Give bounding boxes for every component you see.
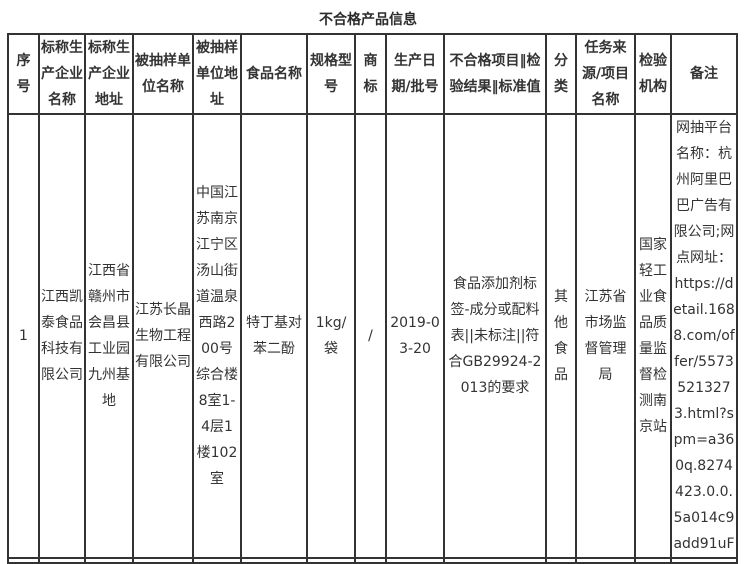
table-cell-empty — [443, 557, 547, 564]
header-sampled-unit-address: 被抽样单位地址 — [192, 33, 242, 115]
header-food-name: 食品名称 — [240, 33, 308, 115]
table-cell-empty — [240, 557, 308, 564]
cell-spec-model: 1kg/袋 — [306, 113, 356, 559]
cell-inspection-agency: 国家轻工业食品质量监督检测南京站 — [634, 113, 672, 559]
header-seq: 序号 — [7, 33, 40, 115]
table-cell-empty — [306, 557, 356, 564]
table-cell-empty — [7, 557, 40, 564]
header-sampled-unit-name: 被抽样单位名称 — [132, 33, 194, 115]
table-cell-empty — [575, 557, 636, 564]
cell-remarks: 网抽平台名称：杭州阿里巴巴广告有限公司;网点网址：https://detail.… — [670, 113, 738, 559]
header-task-source: 任务来源/项目名称 — [575, 33, 636, 115]
header-failed-item-result-standard: 不合格项目‖检验结果‖标准值 — [443, 33, 547, 115]
header-trademark: 商标 — [354, 33, 387, 115]
header-production-date: 生产日期/批号 — [385, 33, 445, 115]
cell-seq: 1 — [7, 113, 40, 559]
cell-sampled-unit-name: 江苏长晶生物工程有限公司 — [132, 113, 194, 559]
page-title: 不合格产品信息 — [319, 12, 417, 28]
header-category: 分类 — [545, 33, 577, 115]
table-row-partial — [7, 557, 738, 564]
table-cell-empty — [545, 557, 577, 564]
table-cell-empty — [634, 557, 672, 564]
cell-trademark: / — [354, 113, 387, 559]
table-cell-empty — [385, 557, 445, 564]
cell-production-date: 2019-03-20 — [385, 113, 445, 559]
table-cell-empty — [192, 557, 242, 564]
nonconforming-products-table: 序号 标称生产企业名称 标称生产企业地址 被抽样单位名称 被抽样单位地址 食品名… — [7, 33, 738, 564]
table-cell-empty — [670, 557, 738, 564]
table-cell-empty — [38, 557, 86, 564]
header-producer-address: 标称生产企业地址 — [84, 33, 134, 115]
header-producer-name: 标称生产企业名称 — [38, 33, 86, 115]
cell-producer-address: 江西省赣州市会昌县工业园九州基地 — [84, 113, 134, 559]
cell-category: 其他食品 — [545, 113, 577, 559]
cell-food-name: 特丁基对苯二酚 — [240, 113, 308, 559]
cell-task-source: 江苏省市场监督管理局 — [575, 113, 636, 559]
table-row: 1 江西凯泰食品科技有限公司 江西省赣州市会昌县工业园九州基地 江苏长晶生物工程… — [7, 113, 738, 559]
cell-failed-item-result-standard: 食品添加剂标签-成分或配料表||未标注||符合GB29924-2013的要求 — [443, 113, 547, 559]
table-header-row: 序号 标称生产企业名称 标称生产企业地址 被抽样单位名称 被抽样单位地址 食品名… — [7, 33, 738, 115]
table-cell-empty — [84, 557, 134, 564]
header-remarks: 备注 — [670, 33, 738, 115]
table-cell-empty — [132, 557, 194, 564]
cell-sampled-unit-address: 中国江苏南京江宁区汤山街道温泉西路200号综合楼8室1-4层1楼102室 — [192, 113, 242, 559]
table-cell-empty — [354, 557, 387, 564]
header-inspection-agency: 检验机构 — [634, 33, 672, 115]
cell-producer-name: 江西凯泰食品科技有限公司 — [38, 113, 86, 559]
header-spec-model: 规格型号 — [306, 33, 356, 115]
